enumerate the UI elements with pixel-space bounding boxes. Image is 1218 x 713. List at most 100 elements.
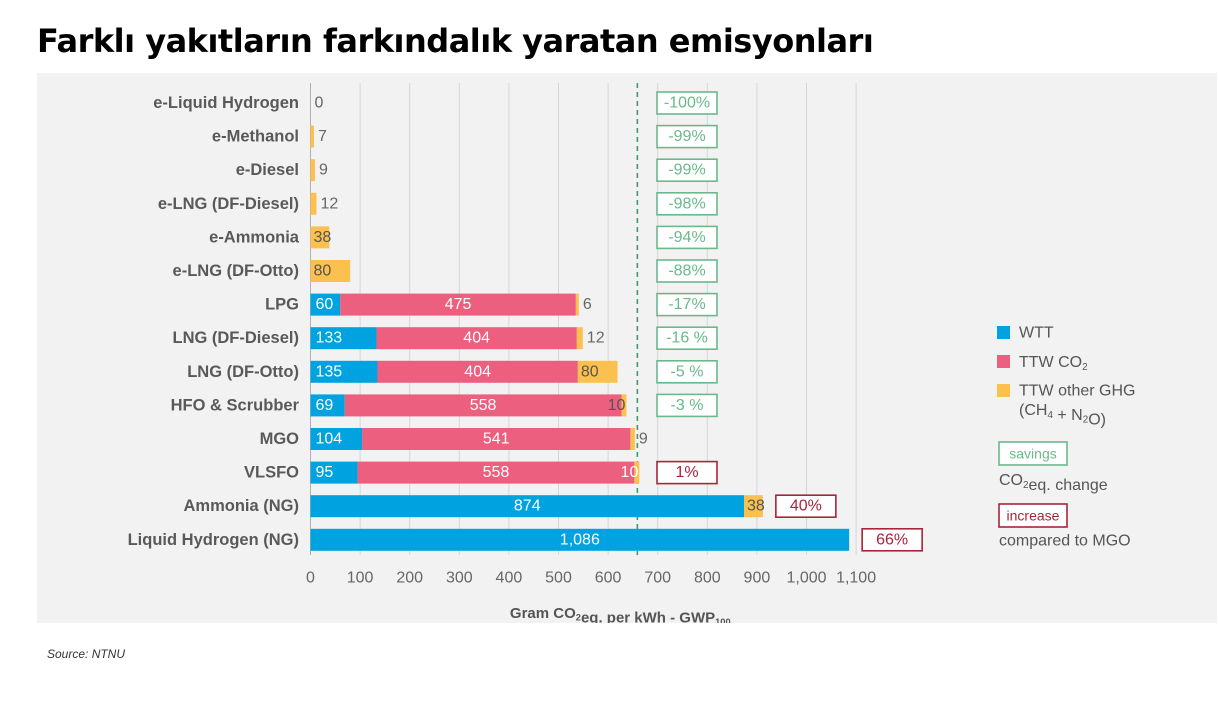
legend-swatch-ttw-other: [997, 384, 1010, 397]
savings-badge: [656, 326, 718, 350]
bar-ttw-other: [575, 293, 579, 316]
bar-ttw-other: [310, 159, 315, 182]
x-tick-label: 200: [396, 570, 423, 587]
labels: e-Liquid Hydrogen 0 -100% e-Methanol 7 -99% e-…: [128, 91, 923, 552]
bar-wtt: [310, 495, 745, 518]
change-label: -99%: [668, 128, 705, 145]
legend-label-wtt: WTT: [1019, 325, 1054, 342]
legend-increase-badge: [998, 503, 1068, 528]
chart-panel: e-Liquid Hydrogen 0 -100% e-Methanol 7 -99% e-…: [37, 73, 1217, 623]
legend-swatch-wtt: [997, 326, 1010, 339]
x-axis-label: Gram CO2eq. per kWh - GWP100: [510, 605, 731, 624]
bar-ttw-other: [630, 428, 635, 450]
increase-badge: [861, 527, 923, 552]
legend-label-ttw-co2: TTW CO2: [1019, 354, 1088, 373]
bars: [310, 125, 850, 551]
x-tick-label: 800: [694, 570, 721, 587]
savings-badge: [656, 91, 718, 115]
x-tick-label: 700: [644, 570, 671, 587]
source-note: Source: NTNU: [47, 647, 126, 661]
bar-wtt: [310, 394, 345, 417]
data-label: 9: [319, 162, 328, 179]
data-label: 404: [463, 330, 490, 347]
change-label: -99%: [668, 162, 705, 179]
category-label: Liquid Hydrogen (NG): [128, 531, 299, 549]
data-label: 10: [621, 464, 639, 481]
category-label: e-Ammonia: [209, 228, 300, 246]
savings-badge: [656, 225, 718, 250]
gridlines: [310, 83, 857, 555]
legend-label-ttw-other-sub: (CH4 + N2O): [1019, 402, 1106, 429]
change-label: -5 %: [671, 363, 704, 380]
x-tick-label: 600: [595, 570, 622, 587]
bar-ttw-co2: [340, 293, 576, 316]
x-tick-label: 900: [744, 570, 771, 587]
data-label: 104: [316, 431, 343, 448]
legend-swatch-ttw-co2: [997, 355, 1010, 368]
legend: WTT TTW CO2 TTW other GHG (CH4 + N2O) saving…: [997, 325, 1135, 550]
data-label: 38: [747, 498, 765, 515]
change-label: -100%: [664, 95, 710, 112]
change-label: -17%: [668, 296, 705, 313]
bar-wtt: [310, 327, 377, 350]
bar-ttw-other: [310, 192, 317, 215]
bar-ttw-co2: [344, 394, 622, 417]
savings-badge: [656, 192, 718, 216]
savings-badge: [656, 124, 718, 149]
data-label: 558: [483, 464, 510, 481]
data-label: 6: [583, 296, 592, 313]
data-label: 80: [314, 263, 332, 280]
data-label: 404: [464, 363, 491, 380]
bar-ttw-other: [621, 394, 627, 417]
bar-wtt: [310, 360, 378, 383]
data-label: 558: [470, 397, 497, 414]
legend-savings-badge: [998, 441, 1068, 466]
data-label: 133: [316, 330, 343, 347]
data-label: 12: [587, 330, 605, 347]
change-label: -3 %: [671, 397, 704, 414]
bar-ttw-other: [576, 327, 583, 350]
data-label: 60: [316, 296, 334, 313]
x-tick-label: 400: [496, 570, 523, 587]
data-label: 1,086: [560, 531, 600, 548]
data-label: 69: [316, 397, 334, 414]
bar-ttw-other: [310, 125, 314, 148]
x-tick-label: 1,000: [786, 570, 826, 587]
legend-increase-caption: compared to MGO: [999, 533, 1131, 550]
x-tick-label: 1,100: [836, 570, 876, 587]
data-label: 12: [320, 195, 338, 212]
savings-badge: [656, 259, 718, 283]
bar-ttw-co2: [376, 327, 577, 350]
data-label: 135: [316, 363, 343, 380]
bar-ttw-co2: [377, 360, 578, 383]
bar-wtt: [310, 528, 850, 551]
x-tick-label: 500: [545, 570, 572, 587]
category-label: HFO & Scrubber: [171, 396, 300, 414]
legend-savings-caption: CO2eq. change: [999, 472, 1108, 494]
category-label: LPG: [265, 296, 299, 314]
legend-savings-label: savings: [1009, 446, 1056, 462]
data-label: 95: [316, 464, 334, 481]
data-label: 80: [581, 363, 599, 380]
savings-badge: [656, 393, 718, 418]
change-label: -16 %: [666, 330, 708, 347]
bar-ttw-other: [744, 495, 763, 518]
category-label: e-LNG (DF-Diesel): [158, 195, 299, 213]
category-label: LNG (DF-Diesel): [172, 329, 299, 347]
legend-increase-label: increase: [1007, 508, 1060, 524]
category-label: Ammonia (NG): [184, 497, 300, 515]
category-label: e-Diesel: [236, 161, 299, 179]
bar-wtt: [310, 461, 358, 484]
data-label: 475: [445, 296, 472, 313]
bar-ttw-other: [577, 360, 618, 383]
category-label: VLSFO: [244, 464, 299, 482]
bar-ttw-other: [634, 461, 640, 484]
savings-badge: [656, 292, 718, 317]
category-label: MGO: [260, 430, 300, 448]
data-label: 38: [314, 229, 332, 246]
change-label: -88%: [668, 263, 705, 280]
increase-badge: [656, 460, 718, 485]
bar-ttw-co2: [362, 428, 631, 450]
change-label: 1%: [675, 464, 698, 481]
category-label: e-LNG (DF-Otto): [173, 262, 299, 280]
